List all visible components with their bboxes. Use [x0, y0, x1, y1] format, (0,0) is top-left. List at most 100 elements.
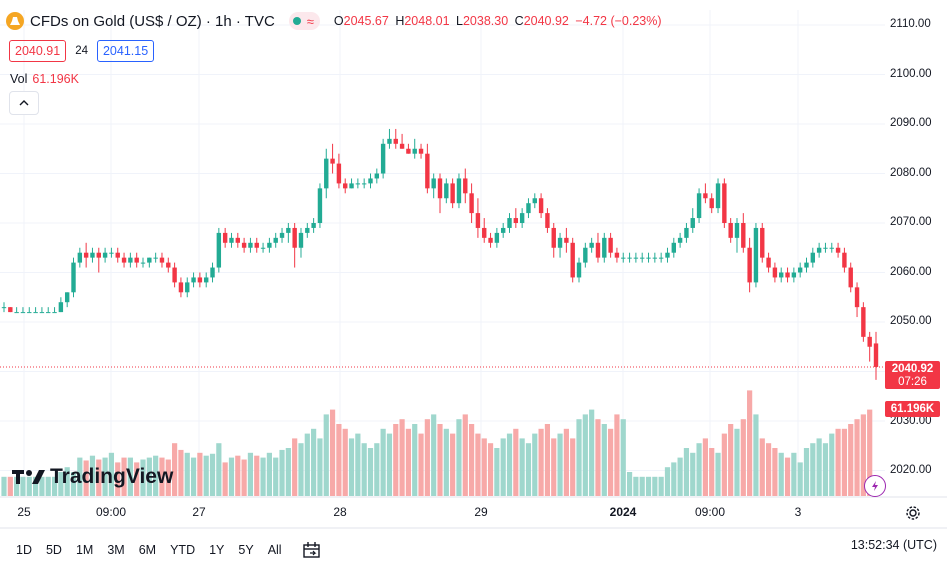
- volume-bar: [184, 452, 190, 496]
- volume-bars: [1, 390, 873, 496]
- candle-body: [640, 257, 645, 259]
- symbol-title[interactable]: CFDs on Gold (US$ / OZ) · 1h · TVC: [30, 12, 275, 30]
- volume-bar: [582, 414, 588, 496]
- range-button-1d[interactable]: 1D: [16, 542, 32, 557]
- collapse-legend-button[interactable]: [9, 91, 39, 115]
- compare-range-icon[interactable]: [302, 541, 322, 559]
- volume-bar: [7, 476, 13, 496]
- volume-bar: [367, 448, 374, 496]
- time-tick-label: 3: [794, 505, 802, 519]
- tradingview-wordmark: TradingView: [50, 465, 174, 488]
- volume-bar: [14, 476, 20, 496]
- volume-bar: [153, 455, 159, 496]
- candle-body: [595, 242, 601, 258]
- volume-bar: [342, 428, 348, 496]
- candle-body: [172, 267, 177, 283]
- tradingview-logo[interactable]: TradingView: [12, 465, 173, 489]
- volume-bar: [740, 419, 746, 496]
- volume-bar: [26, 476, 32, 496]
- market-status-pill[interactable]: ≈: [288, 12, 320, 30]
- volume-bar: [45, 476, 51, 496]
- volume-bar: [683, 448, 690, 496]
- time-tick-label: 27: [192, 505, 206, 519]
- candle-body: [311, 223, 316, 228]
- volume-legend: Vol 61.196K: [10, 72, 79, 86]
- volume-bar: [835, 428, 841, 496]
- price-tick-label: 2110.00: [890, 18, 931, 30]
- volume-bar: [317, 438, 323, 496]
- candle-body: [185, 282, 190, 293]
- candle-body: [614, 252, 620, 258]
- candle-body: [722, 183, 727, 223]
- candle-body: [58, 302, 64, 313]
- candle-body: [526, 203, 531, 214]
- volume-bar: [626, 472, 633, 496]
- volume-bar: [778, 452, 784, 496]
- candle-body: [797, 267, 803, 273]
- volume-bar: [51, 476, 58, 496]
- candle-body: [336, 163, 342, 184]
- candle-body: [399, 143, 405, 149]
- volume-bar: [639, 476, 645, 496]
- volume-bar: [235, 455, 241, 496]
- candle-body: [102, 252, 108, 258]
- volume-bar: [747, 390, 753, 496]
- candle-body: [254, 242, 259, 248]
- candle-body: [621, 257, 626, 259]
- range-button-all[interactable]: All: [267, 542, 282, 557]
- volume-bar: [822, 443, 829, 496]
- candle-body: [583, 247, 588, 263]
- volume-bar: [652, 476, 658, 496]
- volume-bar: [576, 419, 582, 496]
- candle-body: [564, 237, 569, 243]
- candle-body: [292, 227, 297, 248]
- time-tick-label: 28: [333, 505, 347, 519]
- candle-body: [197, 277, 203, 283]
- time-tick-label: 2024: [609, 505, 637, 519]
- sell-button[interactable]: 2040.91: [9, 40, 67, 62]
- volume-bar: [658, 476, 664, 496]
- candle-body: [387, 138, 392, 144]
- range-button-6m[interactable]: 6M: [138, 542, 157, 557]
- volume-bar: [532, 433, 538, 496]
- candle-body: [791, 272, 797, 278]
- range-button-1m[interactable]: 1M: [75, 542, 94, 557]
- price-tick-label: 2090.00: [890, 117, 932, 129]
- candle-body: [627, 257, 632, 259]
- volume-bar: [860, 414, 866, 496]
- volume-bar: [525, 443, 532, 496]
- utc-clock[interactable]: 13:52:34 (UTC): [850, 538, 937, 552]
- candle-body: [677, 237, 683, 243]
- candle-body: [343, 183, 348, 189]
- close-label: C: [514, 14, 524, 28]
- candle-body: [709, 198, 714, 209]
- volume-bar: [854, 419, 860, 496]
- range-button-5y[interactable]: 5Y: [238, 542, 254, 557]
- volume-bar: [58, 472, 64, 496]
- volume-bar: [127, 457, 133, 496]
- range-button-1y[interactable]: 1Y: [209, 542, 225, 557]
- buy-button[interactable]: 2041.15: [96, 40, 155, 62]
- candle-body: [368, 178, 373, 184]
- volume-bar: [620, 419, 626, 496]
- volume-bar: [589, 409, 595, 496]
- range-button-ytd[interactable]: YTD: [170, 542, 196, 557]
- range-button-3m[interactable]: 3M: [107, 542, 125, 557]
- candle-body: [437, 178, 443, 199]
- volume-bar: [677, 457, 683, 496]
- volume-bar: [803, 448, 810, 496]
- volume-bar: [279, 449, 285, 496]
- chevron-up-icon: [19, 100, 29, 106]
- settings-gear-icon[interactable]: [905, 505, 921, 526]
- range-button-5d[interactable]: 5D: [45, 542, 62, 557]
- price-tick-label: 2080.00: [890, 167, 932, 179]
- volume-bar: [165, 459, 171, 496]
- flash-icon[interactable]: [864, 475, 886, 497]
- candle-body: [298, 232, 304, 248]
- candle-body: [848, 267, 853, 288]
- time-tick-label: 09:00: [694, 505, 726, 519]
- price-tick-label: 2030.00: [890, 415, 932, 427]
- candle-body: [109, 252, 114, 254]
